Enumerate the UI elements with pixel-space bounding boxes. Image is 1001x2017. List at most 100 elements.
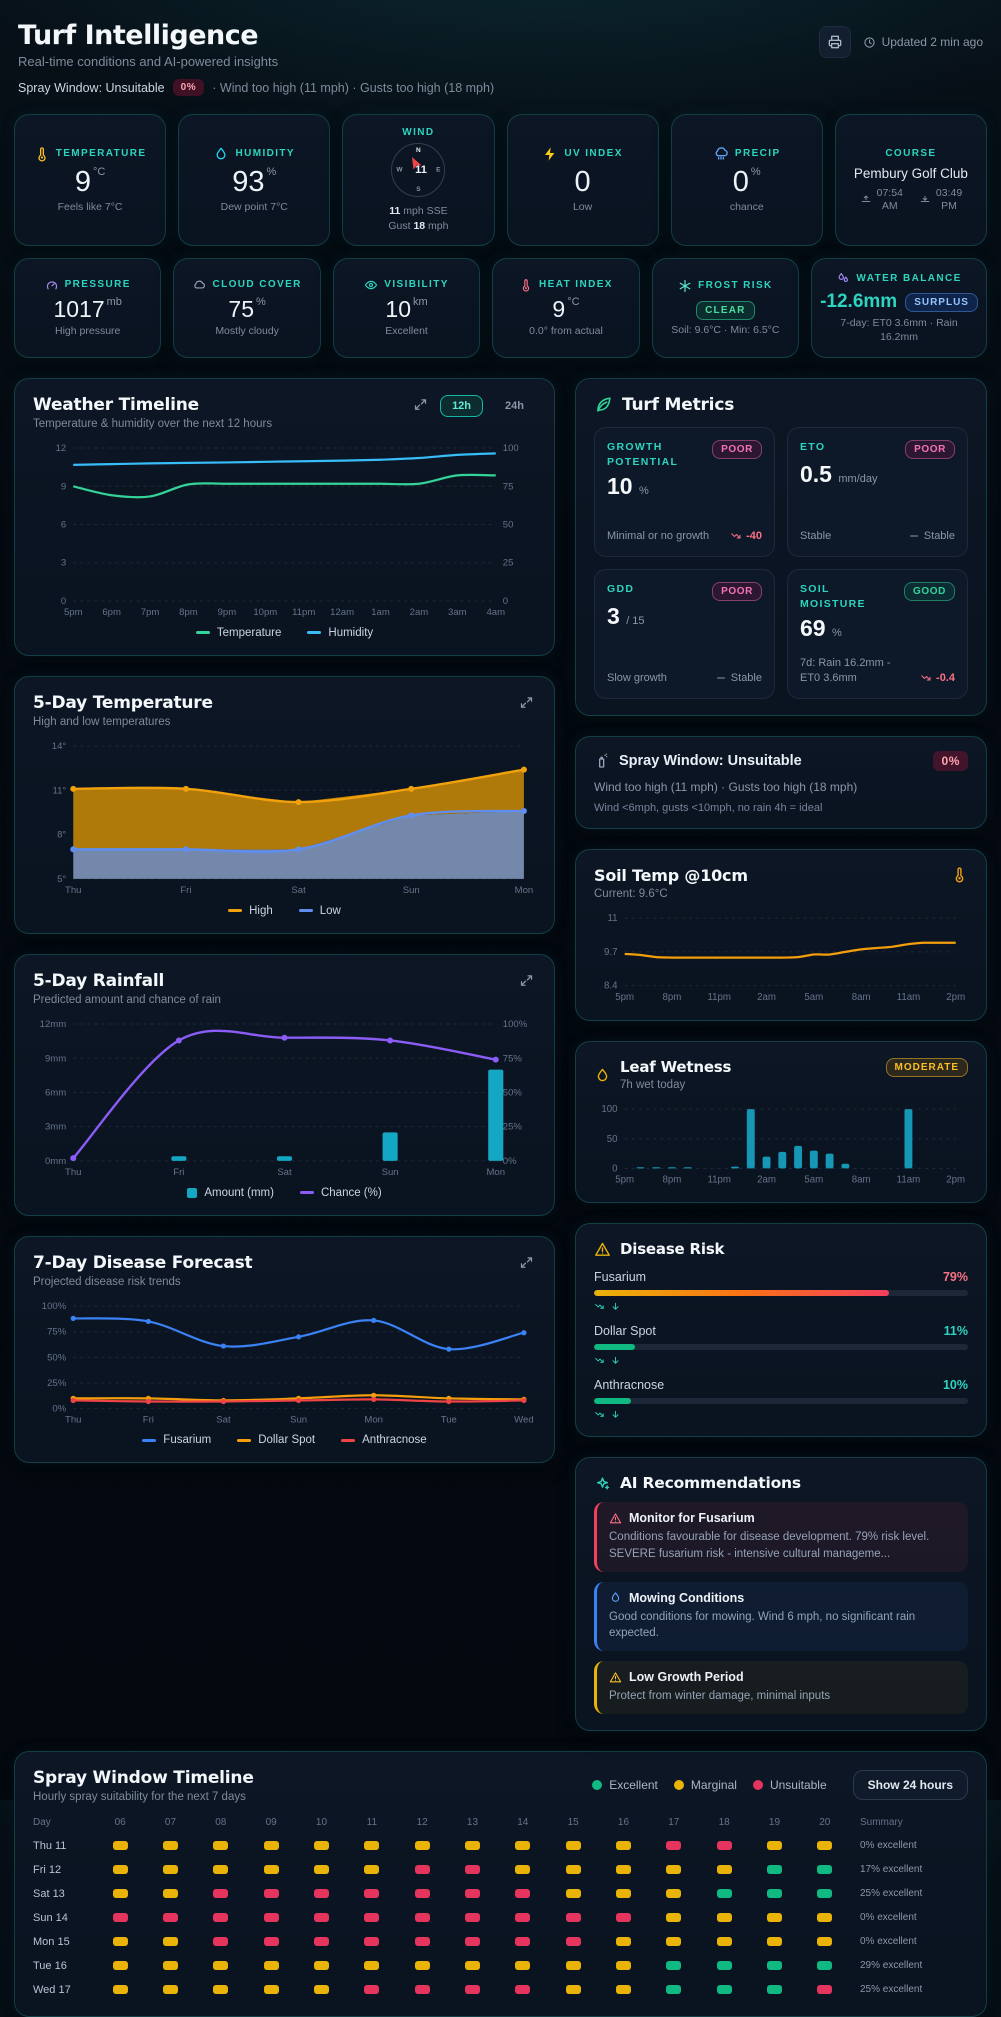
metric-card-frost-risk: FROST RISK CLEAR Soil: 9.6°C · Min: 6.5°C <box>651 258 800 358</box>
soil-temp-title: Soil Temp @10cm <box>594 865 748 885</box>
timeline-cell <box>397 1913 447 1923</box>
chart-legend-temperature: Temperature <box>195 626 282 639</box>
disease-risk-track <box>594 1344 968 1351</box>
timeline-cell <box>196 1841 246 1851</box>
spray-panel-badge: 0% <box>933 750 968 771</box>
print-button[interactable] <box>818 26 851 58</box>
timeline-cell <box>347 1913 397 1923</box>
ai-title: AI Recommendations <box>620 1474 801 1493</box>
timeline-cell <box>347 1985 397 1995</box>
svg-text:Sun: Sun <box>382 1167 399 1178</box>
spray-suitability-pill <box>162 1985 178 1995</box>
range-24h-button[interactable]: 24h <box>493 395 536 417</box>
svg-text:100: 100 <box>601 1104 618 1115</box>
svg-text:9pm: 9pm <box>218 607 237 618</box>
spray-suitability-pill <box>313 1865 329 1875</box>
warning-icon <box>609 1512 622 1525</box>
turf-metrics-card: Turf Metrics GROWTH POTENTIAL POOR 10 % Min… <box>575 377 987 716</box>
timeline-cell <box>498 1889 548 1899</box>
metric-value: 0% <box>732 165 761 198</box>
svg-text:50%: 50% <box>503 1087 523 1098</box>
timeline-cell <box>598 1937 648 1947</box>
turf-metric-trend: Stable <box>908 529 955 544</box>
show-24-hours-button[interactable]: Show 24 hours <box>852 1770 968 1801</box>
timeline-cell <box>397 1961 447 1971</box>
turf-metric-footer: Slow growth Stable <box>607 671 762 686</box>
metric-sub: Excellent <box>385 324 428 337</box>
rainfall-chart: 12mm 9mm 6mm 3mm 0mm 100% 75% 50% 25% 0% Thu Fri Sat… <box>33 1016 536 1179</box>
timeline-cell <box>498 1841 548 1851</box>
spray-suitability-pill <box>112 1841 128 1851</box>
timeline-cell <box>548 1865 598 1875</box>
timeline-cell <box>95 1937 145 1947</box>
disease-name: Dollar Spot <box>594 1324 656 1339</box>
spray-suitability-pill <box>615 1865 631 1875</box>
timeline-day-label: Sat 13 <box>33 1887 65 1900</box>
disease-risk-item: Fusarium 79% <box>594 1270 968 1312</box>
timeline-summary: 0% excellent <box>859 1839 917 1851</box>
spray-suitability-pill <box>263 1913 279 1923</box>
spray-suitability-pill <box>515 1937 531 1947</box>
timeline-cell <box>347 1841 397 1851</box>
ai-recommendation-item: Monitor for Fusarium Conditions favourabl… <box>594 1502 968 1572</box>
header-spray-status: Spray Window: Unsuitable 0% · Wind too h… <box>18 79 494 96</box>
svg-text:11am: 11am <box>897 991 921 1002</box>
timeline-cell <box>296 1841 346 1851</box>
timeline-cell <box>296 1913 346 1923</box>
timeline-hour-header: 09 <box>265 1816 277 1828</box>
timeline-cell <box>196 1937 246 1947</box>
timeline-cell <box>548 1913 598 1923</box>
timeline-legend-excellent: Excellent <box>592 1778 658 1792</box>
legend-label: Marginal <box>690 1778 737 1793</box>
svg-text:Thu: Thu <box>65 1167 81 1178</box>
expand-button[interactable] <box>411 395 430 417</box>
snowflake-icon <box>678 279 692 293</box>
spray-suitability-pill <box>766 1913 782 1923</box>
timeline-cell <box>347 1961 397 1971</box>
expand-button[interactable] <box>517 693 536 715</box>
spray-suitability-pill <box>565 1865 581 1875</box>
metric-label: CLOUD COVER <box>212 279 302 291</box>
spray-suitability-pill <box>464 1937 480 1947</box>
svg-text:50: 50 <box>503 519 514 530</box>
svg-text:2pm: 2pm <box>946 991 965 1002</box>
metric-card-water-balance: WATER BALANCE -12.6mm SURPLUS 7-day: ET0 3.… <box>811 258 987 358</box>
disease-risk-value: 79% <box>942 1270 968 1285</box>
spray-suitability-pill <box>213 1937 229 1947</box>
timeline-cell <box>498 1985 548 1995</box>
compass-point-e: E <box>436 166 441 174</box>
svg-text:6mm: 6mm <box>45 1087 66 1098</box>
spray-timeline-grid: Day 06 07 08 09 10 11 12 13 14 15 16 17 18 19 20 Summary… <box>33 1817 968 2000</box>
timeline-cell <box>246 1841 296 1851</box>
timeline-cell <box>749 1937 799 1947</box>
expand-button[interactable] <box>517 971 536 993</box>
compass-point-s: S <box>416 186 421 193</box>
spray-suitability-pill <box>716 1985 732 1995</box>
timeline-hour-header: 12 <box>416 1816 428 1828</box>
turf-metric-eto: ETO POOR 0.5 mm/day Stable Stable <box>787 426 968 557</box>
spray-suitability-pill <box>464 1913 480 1923</box>
spray-suitability-pill <box>817 1865 833 1875</box>
disease-risk-item: Dollar Spot 11% <box>594 1324 968 1366</box>
metric-header: WATER BALANCE <box>836 271 961 285</box>
svg-text:12mm: 12mm <box>40 1019 67 1030</box>
svg-text:Thu: Thu <box>65 1414 81 1425</box>
legend-label: Temperature <box>216 626 282 639</box>
metric-label: HUMIDITY <box>235 148 295 160</box>
trend-down-icon <box>594 1409 605 1420</box>
expand-button[interactable] <box>517 1253 536 1275</box>
svg-text:5pm: 5pm <box>64 607 83 618</box>
range-12h-button[interactable]: 12h <box>440 394 484 417</box>
expand-icon <box>519 1255 534 1270</box>
svg-text:50%: 50% <box>47 1352 67 1363</box>
svg-text:25: 25 <box>503 557 514 568</box>
svg-text:0: 0 <box>503 596 508 607</box>
sunrise-time: 07:54 AM <box>860 187 903 213</box>
timeline-cell <box>95 1913 145 1923</box>
minus-icon <box>908 530 920 542</box>
legend-dot <box>592 1780 603 1791</box>
svg-text:7pm: 7pm <box>141 607 160 618</box>
metric-sub: Mostly cloudy <box>215 324 279 337</box>
svg-text:11am: 11am <box>897 1174 921 1185</box>
legend-swatch <box>307 631 322 635</box>
